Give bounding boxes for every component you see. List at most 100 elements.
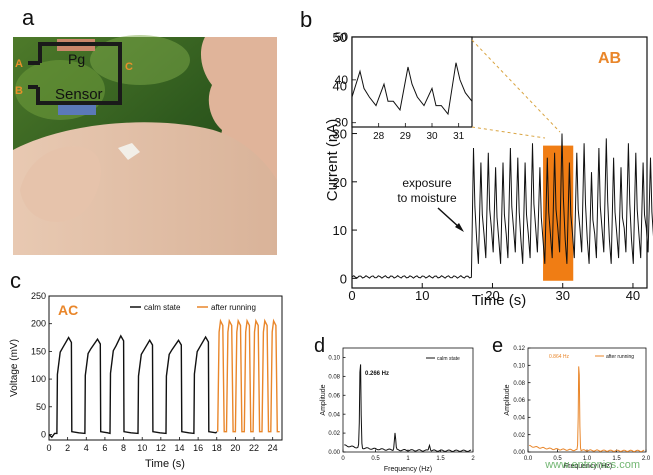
x-tick-label: 10 [137, 443, 147, 453]
inset-x-tick-label: 30 [426, 131, 438, 142]
sensor-block [58, 103, 96, 115]
y-tick-label: 20 [333, 175, 347, 190]
chart-tag-ac: AC [58, 302, 78, 318]
y-tick-label: 200 [31, 319, 46, 329]
panel-label-a: a [22, 5, 35, 30]
circuit-wire [36, 42, 122, 105]
x-axis-label-c: Time (s) [145, 458, 185, 470]
y-tick-label: 50 [333, 30, 347, 45]
spec-x-tick-label: 0.5 [371, 456, 380, 462]
panel-b: b 0 10 20 30 40 50 0 10 20 30 40 Current (nA) Tim… [300, 7, 653, 309]
y-axis-label-d: Amplitude [320, 384, 327, 415]
spec-y-tick-label: 0.02 [328, 431, 340, 437]
spec-y-tick-label: 0.06 [328, 393, 340, 399]
panel-label-d: d [314, 335, 325, 357]
spec-x-tick-label: 1.5 [612, 456, 621, 462]
y-axis-c: 0 50 100 150 200 250 [31, 291, 52, 439]
inset-x-tick-label: 28 [373, 131, 385, 142]
x-tick-label: 14 [174, 443, 184, 453]
plot-frame-d [342, 347, 474, 453]
x-tick-label: 12 [156, 443, 166, 453]
x-tick-label: 20 [485, 288, 499, 303]
x-tick-label: 2 [65, 443, 70, 453]
face [200, 37, 277, 192]
x-tick-label: 10 [415, 288, 429, 303]
circuit-diagram: Pg Sensor A B C [15, 39, 133, 115]
inset-x-tick-label: 31 [453, 131, 465, 142]
axes-d: 0 0.5 1 1.5 2 0.00 0.02 0.04 0.06 0.08 0.10 [328, 356, 475, 462]
x-tick-label: 0 [348, 288, 355, 303]
spec-x-tick-label: 1.5 [436, 456, 445, 462]
pg-label: Pg [68, 51, 85, 67]
legend-label-e: after running [606, 354, 634, 360]
hand [20, 146, 101, 222]
spectrum-trace [529, 366, 645, 453]
y-tick-label: 50 [36, 402, 46, 412]
panel-a: a Pg Sensor A B C [13, 5, 277, 255]
spec-x-tick-label: 1.0 [583, 456, 592, 462]
inset-y-tick-label: 40 [335, 73, 349, 87]
current-trace [351, 133, 653, 279]
series-d [344, 364, 472, 452]
zoom-guide [471, 126, 546, 139]
inset-y-tick-label: 30 [335, 116, 349, 130]
y-axis-label-c: Voltage (mV) [9, 339, 20, 397]
y-axis-label-e: Amplitude [504, 384, 511, 415]
x-tick-label: 4 [84, 443, 89, 453]
chart-tag-ab: AB [598, 50, 621, 67]
annotation-arrow-head [455, 223, 464, 232]
x-axis-label-e: Frequency (Hz) [564, 463, 612, 470]
calm-state-trace [48, 334, 218, 439]
leaf-blur [90, 35, 190, 85]
y-tick-label: 40 [333, 78, 347, 93]
x-tick-label: 24 [268, 443, 278, 453]
panel-label-e: e [492, 335, 503, 357]
peak-label-e: 0.864 Hz [549, 354, 570, 360]
legend-c: calm state after running [130, 303, 256, 312]
x-tick-label: 16 [193, 443, 203, 453]
panel-label-b: b [300, 7, 312, 32]
spec-y-tick-label: 0.10 [513, 363, 525, 369]
inset-y-tick-label: 50 [335, 30, 349, 44]
sensor-device [118, 143, 140, 160]
series-e [529, 366, 645, 453]
node-c-label: C [125, 61, 133, 73]
photo: Pg Sensor A B C [13, 35, 277, 255]
plot-frame-c [48, 295, 283, 441]
inset-series [351, 62, 473, 116]
spec-x-tick-label: 0.0 [524, 456, 533, 462]
spec-y-tick-label: 0.04 [513, 415, 525, 421]
y-tick-label: 250 [31, 291, 46, 301]
spectrum-trace [344, 364, 472, 452]
y-tick-label: 0 [41, 429, 46, 439]
spec-y-tick-label: 0.10 [328, 356, 340, 362]
y-axis-label-b: Current (nA) [324, 119, 341, 202]
x-tick-label: 18 [212, 443, 222, 453]
x-tick-label: 8 [121, 443, 126, 453]
x-axis-b: 0 10 20 30 40 [348, 283, 640, 303]
series-c [48, 318, 280, 439]
annotation-arrow-shaft [437, 207, 461, 229]
spec-y-tick-label: 0.02 [513, 433, 525, 439]
spec-x-tick-label: 1 [406, 456, 410, 462]
after-running-trace [217, 318, 280, 433]
y-tick-label: 100 [31, 374, 46, 384]
inset-x-tick-label: 29 [400, 131, 412, 142]
spec-y-tick-label: 0.04 [328, 412, 340, 418]
watermark: www.entronics.com [544, 459, 640, 471]
inset-axes: 28 29 30 31 30 40 50 [335, 30, 465, 142]
series-b [351, 133, 653, 279]
spec-x-tick-label: 2.0 [642, 456, 651, 462]
inset-b: 28 29 30 31 30 40 50 [335, 30, 473, 142]
legend-label-running: after running [211, 303, 256, 312]
y-tick-label: 150 [31, 346, 46, 356]
plot-frame-b [351, 36, 648, 289]
spec-x-tick-label: 0 [341, 456, 345, 462]
spec-y-tick-label: 0.06 [513, 398, 525, 404]
annotation-line-1: exposure [402, 176, 452, 190]
spec-x-tick-label: 2 [471, 456, 475, 462]
y-tick-label: 10 [333, 223, 347, 238]
plot-frame-e [527, 347, 647, 453]
